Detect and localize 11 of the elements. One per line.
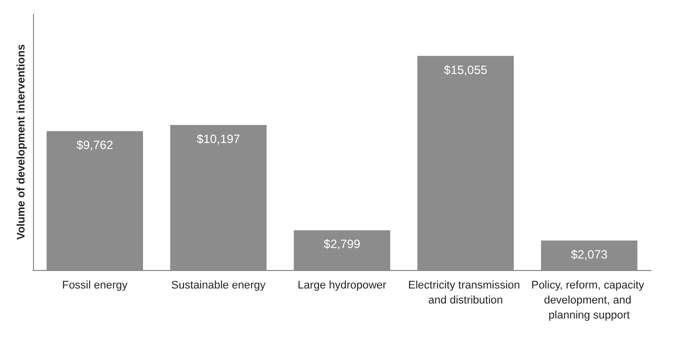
data-label: $10,197 — [196, 132, 240, 146]
y-axis-title: Volume of development interventions — [16, 44, 28, 240]
x-tick-label: Sustainable energy — [171, 280, 266, 292]
data-label: $2,073 — [570, 248, 608, 262]
x-tick-label: Large hydropower — [298, 280, 387, 292]
data-label: $2,799 — [324, 237, 361, 252]
x-tick-label: Policy, reform, capacity development, and planning support — [531, 280, 648, 322]
x-tick-label: Electricity transmission and distribution — [408, 280, 524, 306]
data-label: $15,055 — [444, 62, 488, 77]
x-tick-label: Fossil energy — [62, 280, 128, 292]
data-label: $9,762 — [76, 138, 114, 152]
